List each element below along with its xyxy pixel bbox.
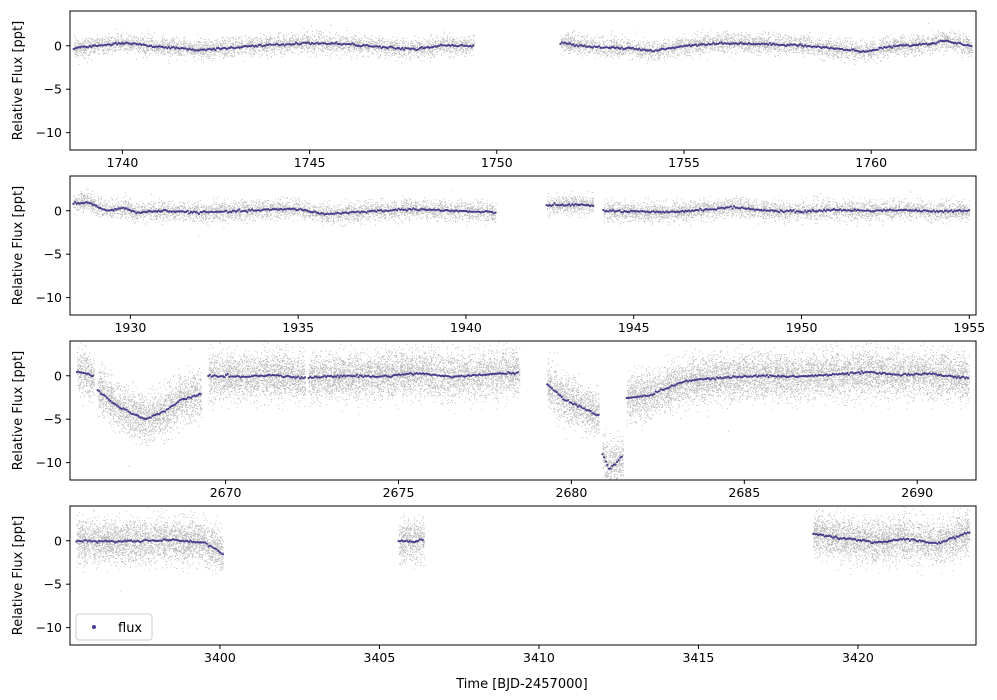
x-tick-label-2-1930: 1930: [114, 320, 146, 335]
axes-frame-1: [69, 10, 977, 151]
axes-frame-2: [69, 175, 977, 316]
y-axis-label-3: Relative Flux [ppt]: [11, 351, 26, 470]
axes-frame-3: [69, 340, 977, 481]
panels: 1740 1745 1750 1755 1760 0 −5 −10 Relative Flux …: [11, 10, 985, 665]
x-tick-label-3-2690: 2690: [901, 485, 933, 500]
x-tick-label-4-3410: 3410: [523, 650, 555, 665]
x-tick-label-1-1740: 1740: [107, 155, 139, 170]
x-tick-label-4-3400: 3400: [204, 650, 236, 665]
x-tick-label-1-1750: 1750: [481, 155, 513, 170]
y-tick-label-1--10: −10: [36, 125, 62, 140]
x-tick-label-4-3415: 3415: [683, 650, 715, 665]
y-tick-label-1--5: −5: [44, 82, 62, 97]
axes-frame-4: [69, 505, 977, 646]
x-tick-label-3-2680: 2680: [556, 485, 588, 500]
y-tick-label-4--10: −10: [36, 620, 62, 635]
x-axis-label: Time [BJD-2457000]: [455, 677, 587, 692]
x-tick-label-1-1760: 1760: [855, 155, 887, 170]
legend-label-flux: flux: [118, 621, 142, 636]
plot-area-4: [75, 506, 971, 592]
x-tick-label-1-1755: 1755: [668, 155, 700, 170]
x-tick-label-3-2685: 2685: [728, 485, 760, 500]
panel-3: 2670 2675 2680 2685 2690 0 −5 −10 Relative Flux …: [11, 340, 977, 500]
x-tick-label-2-1940: 1940: [450, 320, 482, 335]
plot-area-1: [72, 22, 974, 66]
y-tick-label-4--5: −5: [44, 577, 62, 592]
y-axis-label-4: Relative Flux [ppt]: [11, 516, 26, 635]
y-tick-label-2--5: −5: [44, 247, 62, 262]
legend: flux: [75, 613, 153, 641]
y-axis-label-2: Relative Flux [ppt]: [11, 186, 26, 305]
legend-box: [75, 613, 153, 641]
y-tick-label-4-0: 0: [54, 533, 62, 548]
binned-flux-1: [72, 39, 973, 54]
raw-flux-points-2: [73, 187, 971, 236]
y-tick-label-3-0: 0: [54, 368, 62, 383]
plot-area-2: [72, 187, 971, 236]
x-tick-label-2-1945: 1945: [618, 320, 650, 335]
x-tick-label-3-2675: 2675: [383, 485, 415, 500]
raw-flux-points-3: [76, 341, 970, 480]
raw-flux-points-1: [73, 22, 974, 66]
plot-area-3: [75, 341, 970, 480]
y-tick-label-3--10: −10: [36, 455, 62, 470]
x-tick-label-3-2670: 2670: [210, 485, 242, 500]
x-tick-label-2-1955: 1955: [953, 320, 985, 335]
y-axis-label-1: Relative Flux [ppt]: [11, 21, 26, 140]
x-tick-label-4-3420: 3420: [842, 650, 874, 665]
y-tick-label-2-0: 0: [54, 203, 62, 218]
y-tick-label-1-0: 0: [54, 38, 62, 53]
x-tick-label-4-3405: 3405: [364, 650, 396, 665]
panel-2: 1930 1935 1940 1945 1950 1955 0 −5 −10 Relative F…: [11, 175, 985, 335]
y-tick-label-2--10: −10: [36, 290, 62, 305]
panel-4: 3400 3405 3410 3415 3420 0 −5 −10 Relative Flux …: [11, 505, 977, 665]
y-tick-label-3--5: −5: [44, 412, 62, 427]
x-tick-label-1-1745: 1745: [294, 155, 326, 170]
x-tick-label-2-1935: 1935: [282, 320, 314, 335]
legend-marker: [92, 625, 96, 629]
panel-1: 1740 1745 1750 1755 1760 0 −5 −10 Relative Flux …: [11, 10, 977, 170]
x-tick-label-2-1950: 1950: [786, 320, 818, 335]
